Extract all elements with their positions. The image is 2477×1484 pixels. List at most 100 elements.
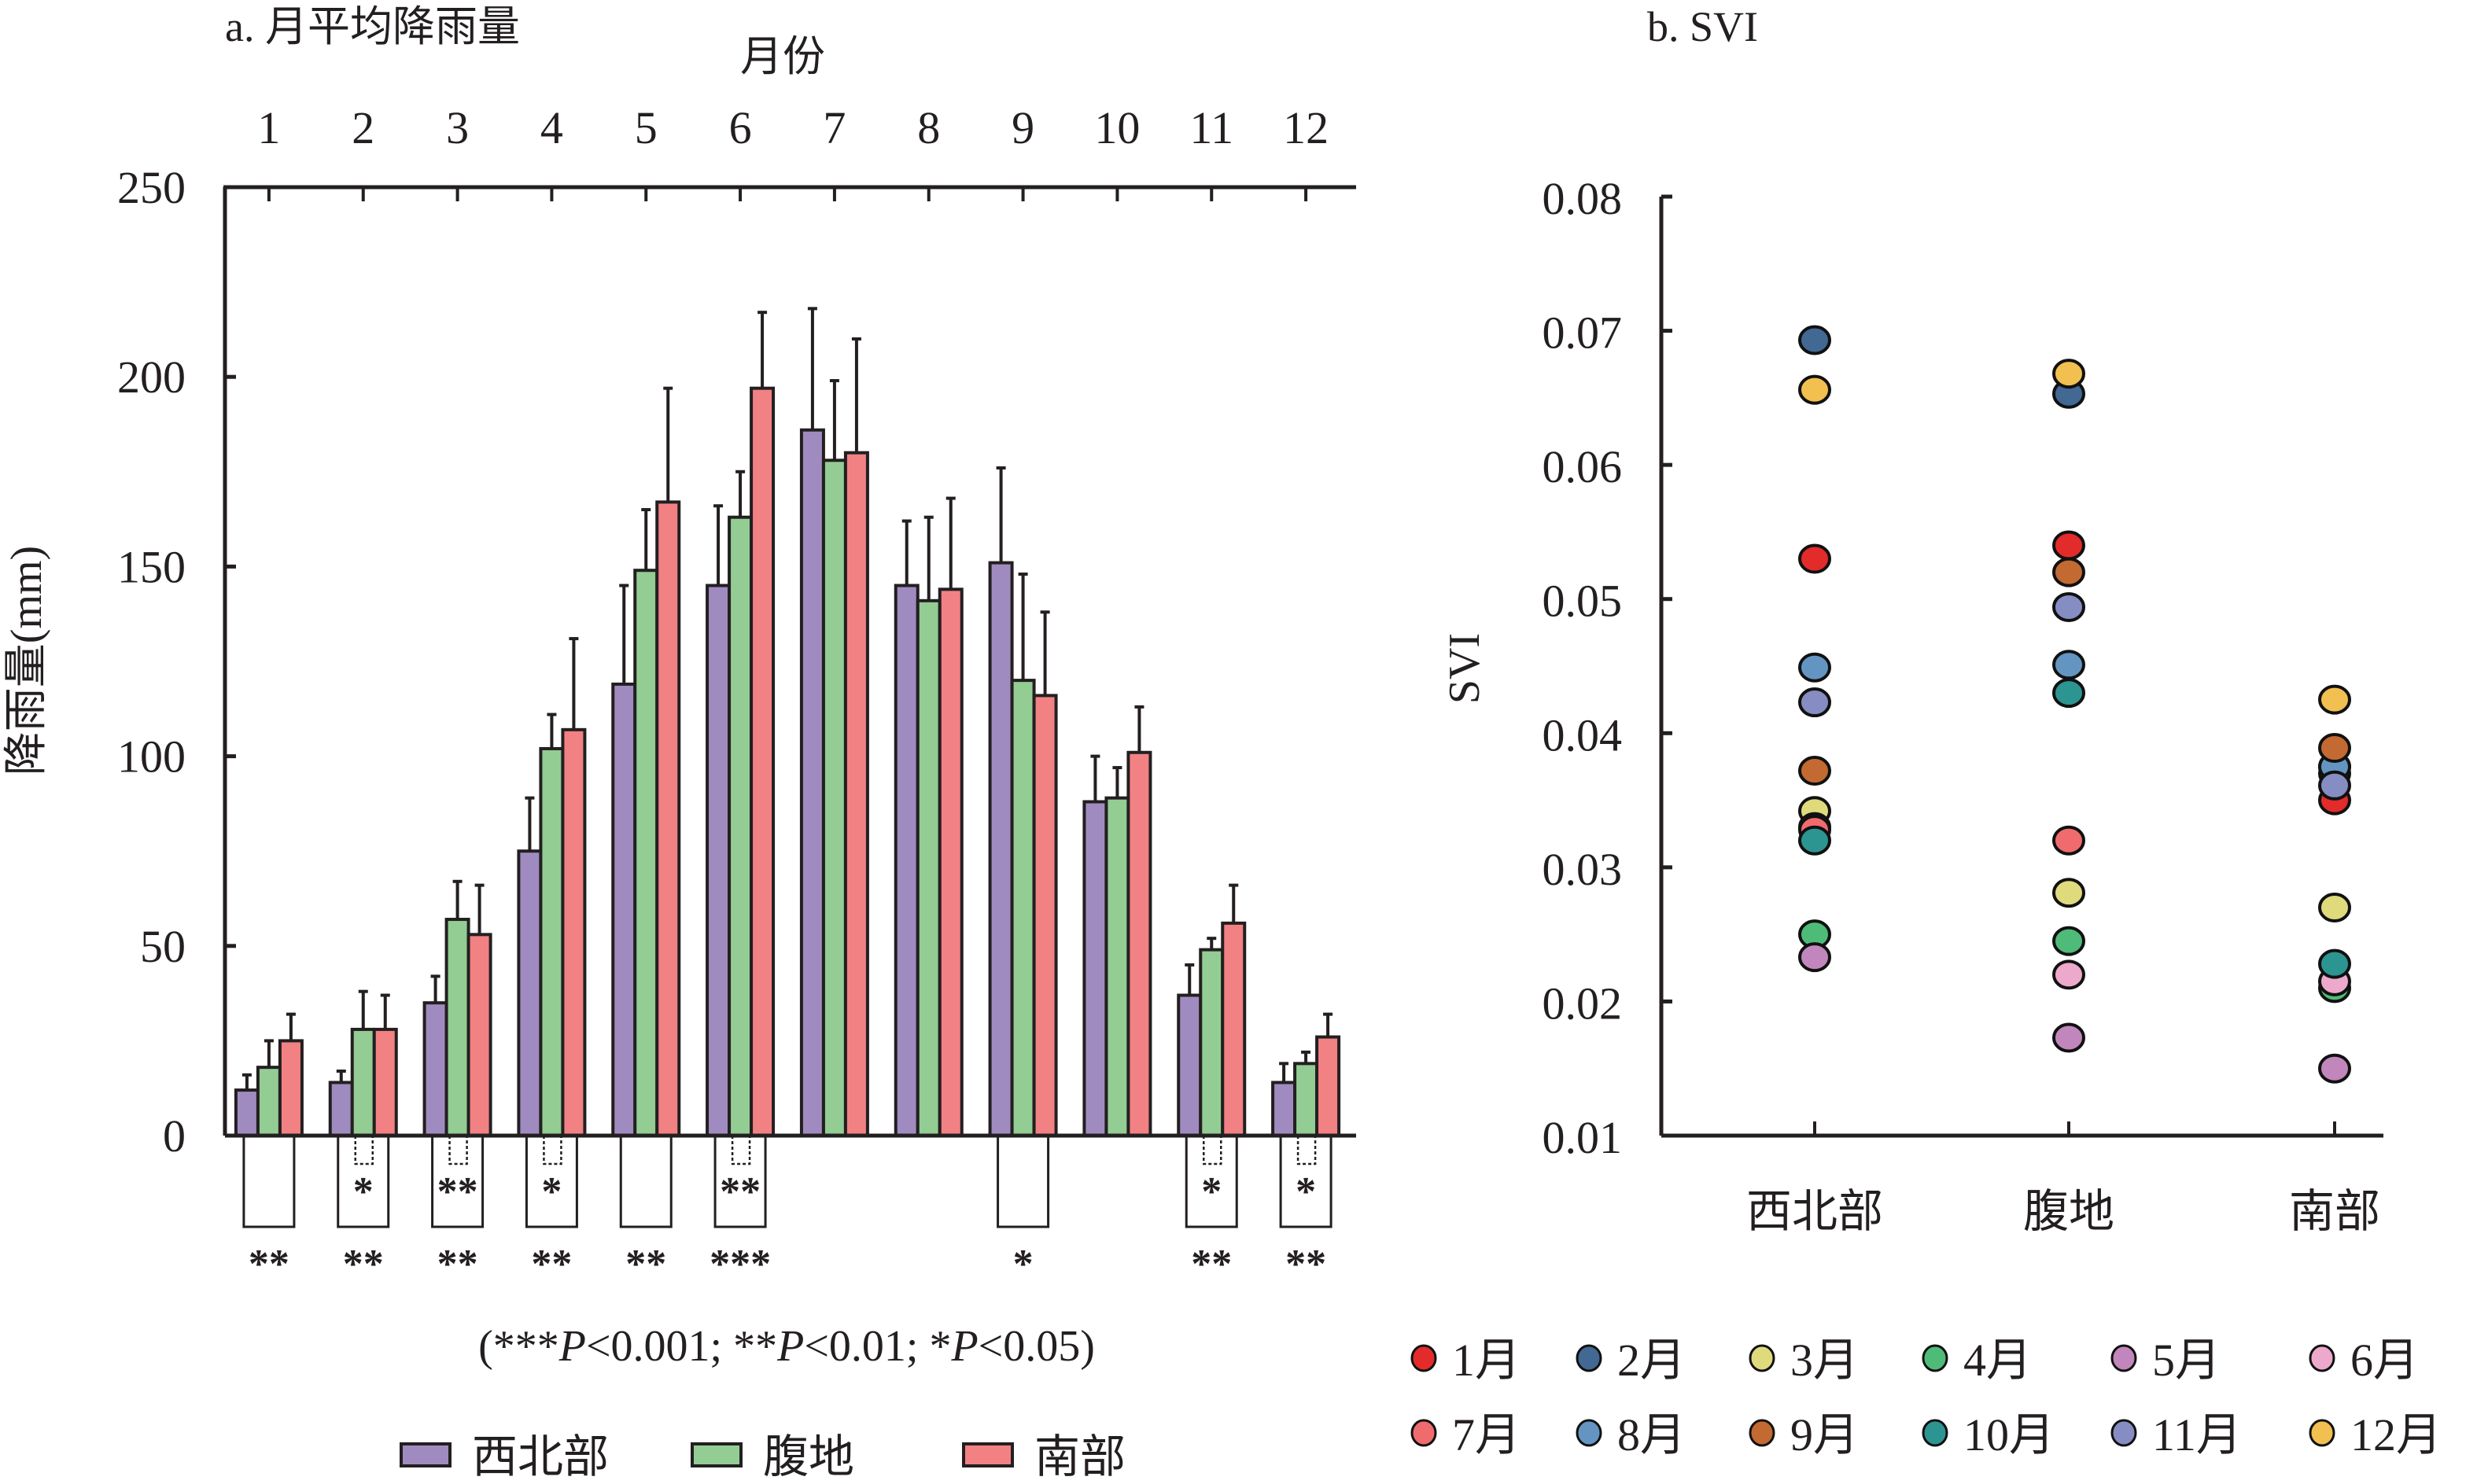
y-tick-label: 200 [117, 352, 186, 403]
data-point [2318, 770, 2351, 801]
bar [517, 849, 543, 1137]
data-point [2052, 1022, 2085, 1053]
legend-marker [1749, 1419, 1775, 1447]
legend-marker [1922, 1419, 1948, 1447]
note-part: (*** [478, 1322, 559, 1371]
significance-outer-label: ** [1191, 1242, 1232, 1287]
bar [1293, 1062, 1319, 1137]
chart-a-legend: 西北部 腹地 南部 [400, 1431, 1126, 1482]
data-point [2052, 530, 2085, 561]
significance-inner-label: * [1296, 1169, 1316, 1214]
bar [750, 386, 776, 1137]
note-part: P [950, 1322, 978, 1371]
significance-bracket [997, 1136, 1050, 1228]
x-tick-label: 8 [917, 102, 940, 153]
x-tick-label: 10 [1094, 102, 1140, 153]
y-tick-label: 0.02 [1543, 978, 1623, 1029]
bar [611, 682, 637, 1137]
legend-label: 2月 [1617, 1335, 1686, 1386]
note-part: P [776, 1322, 804, 1371]
bar [1177, 993, 1203, 1137]
significance-bracket [525, 1136, 578, 1228]
legend-label: 12月 [2350, 1409, 2442, 1460]
data-point [1798, 325, 1831, 355]
legend-label: 4月 [1963, 1335, 2032, 1386]
bar [706, 584, 732, 1137]
legend-label: 6月 [2350, 1335, 2419, 1386]
data-point [2052, 557, 2085, 587]
significance-inner-bracket [448, 1136, 468, 1165]
bar [256, 1066, 282, 1137]
y-tick-label: 0.08 [1543, 173, 1623, 224]
bar [1221, 921, 1247, 1137]
bar [633, 569, 659, 1137]
chart-b-title: b. SVI [1647, 3, 1758, 50]
x-tick-label: 腹地 [2023, 1186, 2114, 1237]
legend-swatch [400, 1442, 452, 1467]
significance-bracket [713, 1136, 767, 1228]
data-point [1798, 543, 1831, 574]
significance-inner-bracket [1203, 1136, 1222, 1165]
legend-marker [2309, 1344, 2335, 1372]
note-part: <0.05) [979, 1322, 1095, 1371]
bar [466, 933, 492, 1137]
legend-marker [1576, 1419, 1602, 1447]
significance-bracket [619, 1136, 673, 1228]
chart-b-legend: 1月 2月 3月 4月 5月 6月 7月 8月 9月 10月 11月 12月 [1410, 1335, 2442, 1460]
data-point [2318, 684, 2351, 715]
bar [1032, 694, 1058, 1137]
significance-inner-label: * [541, 1169, 562, 1214]
bar [894, 584, 920, 1137]
legend-label: 腹地 [763, 1431, 854, 1482]
x-tick-label: 2 [352, 102, 374, 153]
bar [988, 561, 1014, 1137]
significance-inner-label: * [353, 1169, 374, 1214]
x-tick-label: 南部 [2289, 1186, 2380, 1237]
legend-marker [1410, 1344, 1437, 1372]
bar [561, 727, 587, 1137]
significance-inner-bracket [731, 1136, 751, 1165]
data-point [1798, 942, 1831, 973]
legend-marker [2110, 1419, 2137, 1447]
bar [539, 746, 565, 1138]
x-tick-label: 5 [635, 102, 658, 153]
legend-marker [1576, 1344, 1602, 1372]
data-point [2318, 893, 2351, 923]
chart-b-ylabel: SVI [1440, 633, 1489, 704]
legend-marker [1410, 1419, 1437, 1447]
y-tick-label: 0.06 [1543, 441, 1623, 492]
legend-marker [2309, 1419, 2335, 1447]
y-tick-label: 50 [140, 921, 186, 972]
significance-inner-label: ** [437, 1169, 478, 1214]
significance-inner-bracket [1296, 1136, 1317, 1165]
data-point [1798, 756, 1831, 786]
x-tick-label: 3 [446, 102, 469, 153]
bar [799, 428, 825, 1137]
data-point [2052, 591, 2085, 622]
significance-outer-label: ** [343, 1242, 384, 1287]
note-part: <0.01; * [804, 1322, 951, 1371]
legend-label: 1月 [1452, 1335, 1520, 1386]
bar [444, 918, 470, 1137]
note-part: <0.001; ** [586, 1322, 777, 1371]
svi-scatter-chart: b. SVI SVI 0.01 0.02 0.03 0.04 0.05 0.06 0.07 0… [1410, 3, 2442, 1460]
significance-outer-label: *** [710, 1242, 771, 1287]
x-tick-label: 1 [257, 102, 280, 153]
bar [938, 587, 964, 1137]
bar [278, 1039, 304, 1138]
data-point [1798, 687, 1831, 718]
x-tick-label: 9 [1012, 102, 1034, 153]
x-tick-label: 6 [729, 102, 752, 153]
data-point [2052, 959, 2085, 990]
legend-label: 10月 [1963, 1409, 2055, 1460]
data-point [1798, 825, 1831, 856]
chart-a-ylabel: 降雨量(mm) [2, 546, 51, 775]
x-tick-label: 12 [1283, 102, 1329, 153]
bar [916, 598, 942, 1137]
x-tick-label: 西北部 [1746, 1186, 1883, 1237]
legend-label: 7月 [1452, 1409, 1520, 1460]
chart-a-title: a. 月平均降雨量 [225, 3, 520, 50]
data-point [2052, 678, 2085, 709]
